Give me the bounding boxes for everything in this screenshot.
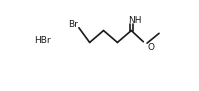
Text: HBr: HBr [34, 36, 51, 45]
Text: NH: NH [128, 16, 142, 25]
Text: Br: Br [68, 20, 78, 29]
Text: O: O [147, 43, 154, 52]
